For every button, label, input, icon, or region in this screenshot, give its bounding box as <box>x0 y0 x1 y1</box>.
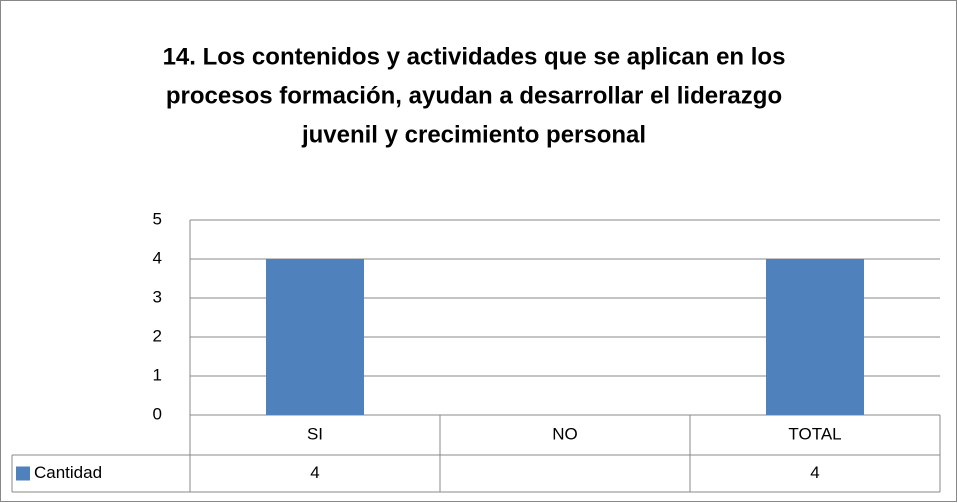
y-tick-label: 5 <box>153 209 162 228</box>
y-tick-label: 1 <box>153 365 162 384</box>
legend-label: Cantidad <box>34 463 102 482</box>
data-table-value: 4 <box>810 463 819 482</box>
chart-title: procesos formación, ayudan a desarrollar… <box>166 82 782 109</box>
y-tick-label: 3 <box>153 287 162 306</box>
y-tick-label: 0 <box>153 404 162 423</box>
chart-title: 14. Los contenidos y actividades que se … <box>163 43 786 70</box>
x-tick-label: NO <box>552 424 578 443</box>
x-tick-label: TOTAL <box>788 424 841 443</box>
x-tick-label: SI <box>307 424 323 443</box>
y-tick-label: 4 <box>153 248 162 267</box>
bar <box>266 259 364 415</box>
chart-title: juvenil y crecimiento personal <box>301 121 646 148</box>
bar <box>766 259 864 415</box>
y-tick-label: 2 <box>153 326 162 345</box>
legend-swatch <box>16 466 30 481</box>
data-table-value: 4 <box>310 463 319 482</box>
